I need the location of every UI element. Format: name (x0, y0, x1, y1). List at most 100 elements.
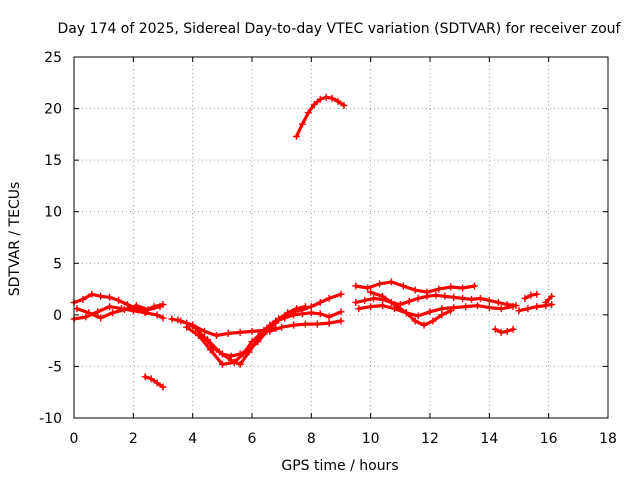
data-point (97, 292, 105, 300)
data-point (438, 305, 446, 313)
data-point (462, 303, 470, 311)
data-point (548, 301, 556, 309)
data-point (447, 283, 455, 291)
x-tick-label: 10 (362, 431, 380, 447)
y-tick-label: 20 (44, 102, 62, 118)
data-point (414, 312, 422, 320)
data-point (159, 314, 167, 322)
data-point (298, 120, 306, 128)
data-point (471, 282, 478, 290)
data-point (334, 97, 342, 105)
data-point (120, 306, 128, 314)
data-point (168, 315, 176, 323)
data-point (316, 310, 324, 318)
data-point (293, 132, 300, 140)
axis-ticks: 0 2 4 6 8 10 12 14 16 18 -10 -5 0 5 10 15 20 25 (39, 50, 617, 447)
data-point (497, 305, 505, 313)
data-point (355, 305, 363, 313)
data-point (340, 101, 348, 109)
data-point (515, 307, 523, 315)
data-point (420, 321, 428, 329)
data-point (254, 336, 262, 344)
x-tick-label: 16 (540, 431, 558, 447)
data-point (473, 302, 481, 310)
data-point (310, 100, 318, 108)
data-point (307, 303, 315, 311)
data-point (376, 280, 384, 288)
data-point (304, 109, 312, 117)
plot-frame (73, 56, 609, 419)
series-track-j (272, 308, 345, 325)
y-axis-label: SDTVAR / TECUs (7, 182, 23, 297)
data-point (201, 327, 209, 335)
data-point (411, 317, 419, 325)
x-tick-label: 18 (599, 431, 617, 447)
series-line (294, 95, 346, 138)
data-point (527, 291, 535, 299)
data-point (266, 327, 274, 335)
data-point (411, 286, 419, 294)
data-point (115, 296, 122, 304)
data-series-group (70, 93, 556, 391)
data-point (159, 383, 167, 391)
data-point (352, 282, 360, 290)
series-track-o (367, 288, 455, 329)
data-point (94, 308, 102, 316)
x-axis-label: GPS time / hours (281, 458, 398, 474)
data-point (88, 290, 96, 298)
x-tick-label: 8 (307, 431, 316, 447)
data-point (316, 95, 324, 103)
x-tick-label: 14 (480, 431, 498, 447)
data-point (524, 305, 532, 313)
data-point (224, 329, 232, 337)
data-point (337, 317, 345, 325)
data-point (361, 296, 369, 304)
data-point (429, 317, 437, 325)
y-tick-label: 0 (53, 308, 62, 324)
series-track-s (542, 292, 556, 306)
chart-title: Day 174 of 2025, Sidereal Day-to-day VTE… (58, 21, 622, 37)
series-track-f (174, 316, 280, 360)
data-point (218, 360, 226, 368)
data-point (313, 320, 321, 328)
data-point (328, 94, 336, 102)
data-point (248, 327, 256, 335)
data-point (79, 295, 87, 303)
series-track-q (515, 301, 556, 315)
data-point (212, 331, 220, 339)
data-point (337, 290, 345, 298)
data-point (379, 302, 387, 310)
data-point (509, 303, 517, 311)
grid (74, 57, 608, 418)
x-tick-label: 0 (70, 431, 79, 447)
data-point (290, 321, 298, 329)
x-tick-label: 2 (129, 431, 138, 447)
data-point (183, 323, 191, 331)
data-point (97, 314, 105, 322)
x-tick-label: 12 (421, 431, 439, 447)
x-tick-label: 6 (248, 431, 257, 447)
data-point (73, 305, 81, 313)
series-track-i (266, 317, 345, 335)
data-point (192, 324, 200, 332)
data-point (278, 323, 286, 331)
data-point (387, 278, 395, 286)
series-track-d (141, 373, 167, 391)
data-point (438, 311, 446, 319)
data-point (195, 331, 203, 339)
data-point (364, 284, 372, 292)
series-track-r (521, 290, 541, 302)
data-point (405, 297, 413, 305)
series-track-l (352, 278, 478, 296)
x-tick-label: 4 (188, 431, 197, 447)
data-point (174, 316, 182, 324)
data-point (325, 319, 333, 327)
data-point (503, 327, 511, 335)
data-point (542, 298, 550, 306)
data-point (236, 328, 244, 336)
data-point (123, 301, 131, 309)
series-line (143, 375, 165, 389)
data-point (109, 309, 117, 317)
data-point (82, 313, 90, 321)
